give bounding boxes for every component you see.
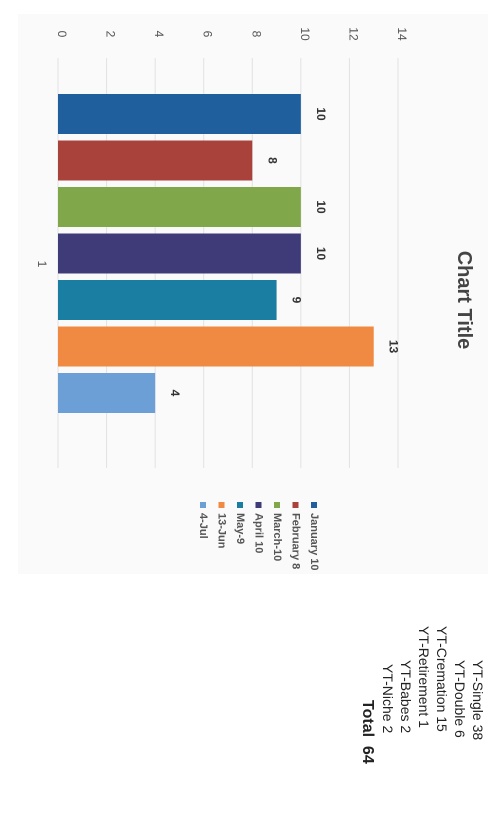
- legend-swatch: [255, 502, 262, 508]
- tick-label: 10: [298, 27, 312, 41]
- bar: [58, 373, 156, 413]
- legend-entry: 13-Jun: [216, 513, 228, 549]
- legend-entry: January 10: [308, 513, 320, 570]
- legend-entry: April 10: [253, 513, 265, 553]
- data-label: 4: [168, 390, 182, 397]
- legend-entry: February 8: [290, 513, 302, 569]
- tick-label: 6: [201, 31, 215, 38]
- legend-swatch: [218, 502, 225, 508]
- data-label: 10: [314, 200, 328, 214]
- data-label: 13: [387, 340, 401, 354]
- data-label: 8: [265, 157, 279, 164]
- legend-swatch: [274, 502, 280, 508]
- bar: [58, 140, 253, 181]
- bar: [58, 326, 374, 367]
- bar: [58, 280, 277, 320]
- data-label: 10: [314, 247, 328, 261]
- legend-swatch: [311, 502, 317, 508]
- legend-swatch: [292, 502, 299, 508]
- bar: [58, 233, 301, 274]
- tick-label: 0: [55, 31, 69, 38]
- bar: [58, 187, 301, 227]
- tick-label: 8: [249, 31, 263, 38]
- tick-label: 14: [395, 27, 409, 41]
- category-label: 1: [35, 261, 49, 268]
- legend-entry: March-10: [271, 513, 283, 561]
- tick-label: 12: [346, 27, 360, 41]
- legend-entry: 4-Jul: [197, 513, 209, 539]
- bar: [58, 94, 301, 134]
- legend-swatch: [237, 502, 243, 508]
- legend-entry: May-9: [234, 513, 246, 544]
- tick-label: 2: [104, 31, 118, 38]
- data-label: 10: [314, 107, 328, 121]
- data-label: 9: [290, 297, 304, 304]
- tick-label: 4: [152, 31, 166, 38]
- legend-swatch: [200, 502, 206, 508]
- chart-title: Chart Title: [453, 251, 475, 350]
